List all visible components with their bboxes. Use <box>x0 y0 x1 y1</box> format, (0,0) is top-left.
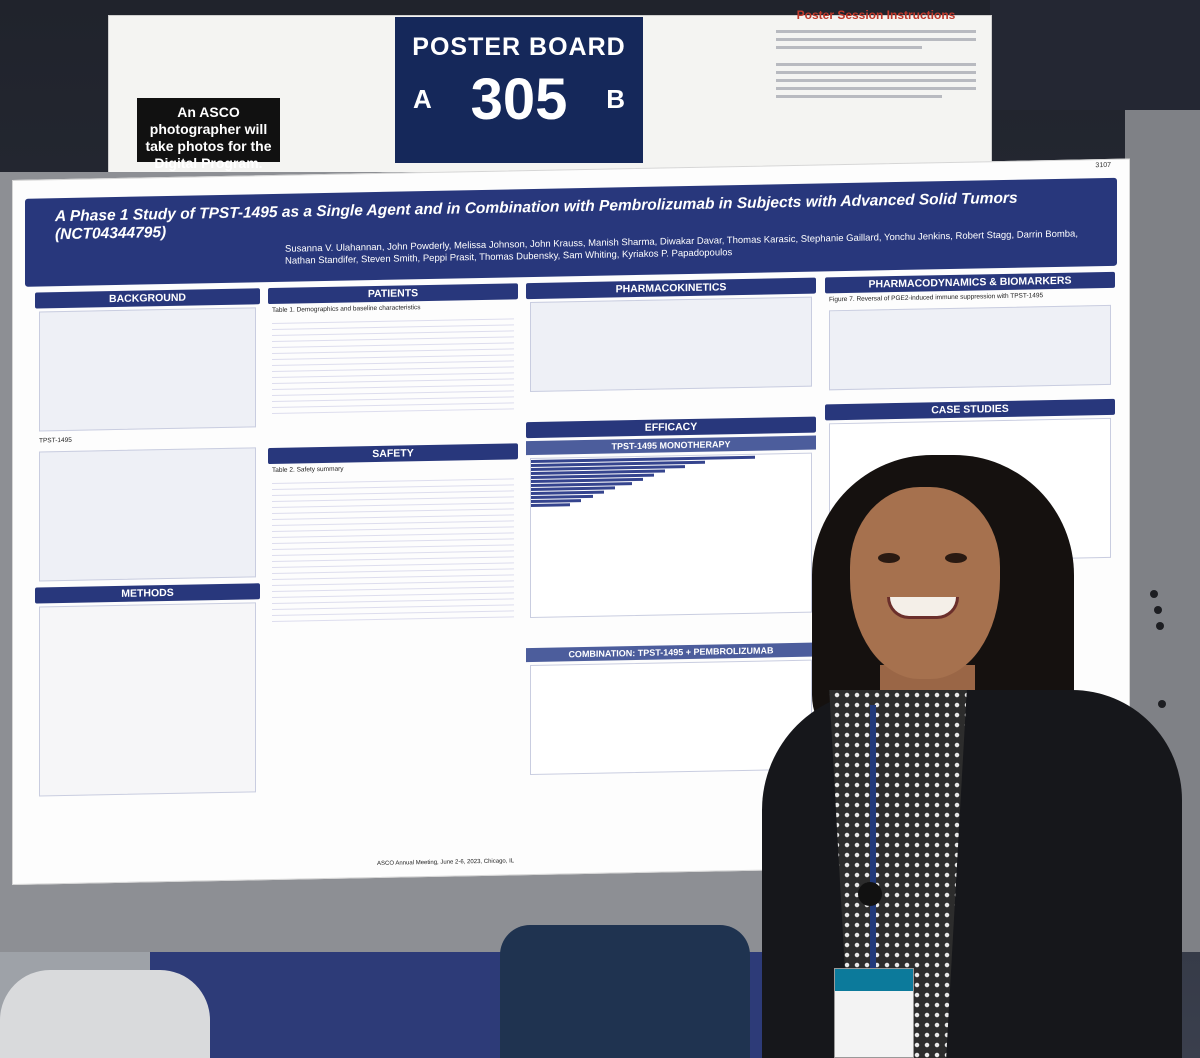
session-instructions: Poster Session Instructions <box>760 0 992 165</box>
eye <box>878 553 900 563</box>
asco-logo-pin <box>858 882 882 906</box>
smile <box>887 597 959 619</box>
rivet <box>1150 590 1158 598</box>
rivet <box>1158 700 1166 708</box>
table-safety <box>268 473 518 808</box>
board-number-panel: POSTER BOARD A 305 B <box>395 17 643 163</box>
eye <box>945 553 967 563</box>
side-right-label: B <box>606 84 625 114</box>
tpst-label: TPST-1495 <box>39 436 72 445</box>
rivet <box>1156 622 1164 630</box>
side-left-label: A <box>413 84 432 114</box>
figure-pge2-pathway <box>39 307 256 432</box>
figure-combination <box>530 659 812 776</box>
presenter-jacket <box>762 690 1182 1058</box>
rivet <box>1154 606 1162 614</box>
session-text-block <box>770 30 982 98</box>
section-case-studies: CASE STUDIES <box>825 398 1115 421</box>
table-demographics <box>268 313 518 448</box>
figure-pk-curves <box>530 296 812 393</box>
poster-column-3: PHARMACOKINETICS EFFICACY TPST-1495 MONO… <box>526 277 816 779</box>
poster-column-2: PATIENTS Table 1. Demographics and basel… <box>268 283 518 808</box>
poster-header: A Phase 1 Study of TPST-1495 as a Single… <box>25 177 1117 287</box>
chair <box>0 970 210 1058</box>
ceiling <box>990 0 1200 110</box>
presenter-face <box>850 487 1000 679</box>
board-number-row: A 305 B <box>395 62 643 133</box>
poster-column-1: BACKGROUND TPST-1495 METHODS <box>35 288 260 799</box>
figure-swimmer-plot <box>530 452 812 619</box>
section-monotherapy: TPST-1495 MONOTHERAPY <box>526 435 816 456</box>
seated-person <box>500 925 750 1058</box>
figure-antitumor <box>39 447 256 582</box>
section-combination: COMBINATION: TPST-1495 + PEMBROLIZUMAB <box>526 642 816 663</box>
poster-code: 3107 <box>1095 161 1111 170</box>
figure-tnf-suppression <box>829 304 1111 391</box>
poster-footer: ASCO Annual Meeting, June 2-6, 2023, Chi… <box>377 858 515 867</box>
name-badge <box>834 968 914 1058</box>
session-title: Poster Session Instructions <box>796 8 956 22</box>
figure-study-schema <box>39 602 256 797</box>
section-background: BACKGROUND <box>35 288 260 309</box>
board-title: POSTER BOARD <box>412 33 626 61</box>
section-methods: METHODS <box>35 583 260 604</box>
section-efficacy: EFFICACY <box>526 416 816 439</box>
photographer-note: An ASCO photographer will take photos fo… <box>137 98 280 171</box>
section-pk: PHARMACOKINETICS <box>526 277 816 300</box>
board-number: 305 <box>470 67 568 132</box>
lanyard <box>870 705 876 970</box>
